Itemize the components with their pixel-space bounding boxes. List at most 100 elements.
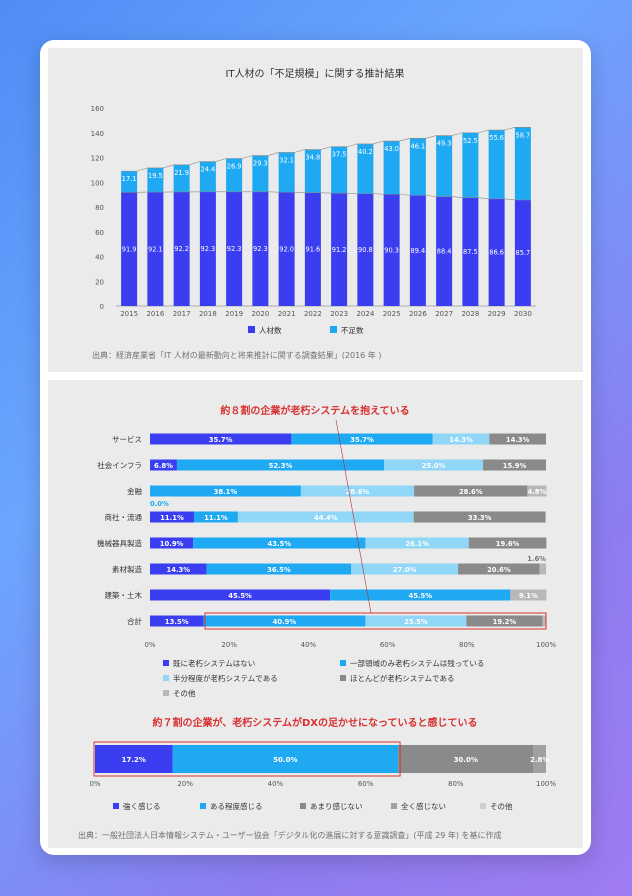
bar-value-label: 35.7% [209, 436, 233, 444]
chart-panel-it-shortage: IT人材の「不足規模」に関する推計結果 0 20 40 60 80 100 120 140 160… [48, 48, 583, 372]
x-tick-label: 2017 [173, 310, 191, 318]
category-label: 金融 [127, 486, 142, 496]
bar-value-label: 26.9 [227, 162, 242, 170]
bar-value-label: 17.1 [122, 175, 137, 183]
bar-value-label: 1.6% [527, 555, 546, 563]
bar-value-label: 40.9% [273, 618, 297, 626]
bar-value-label: 13.5% [165, 618, 189, 626]
category-label: 商社・流通 [105, 512, 143, 522]
bar-segment [203, 615, 366, 627]
bar-value-label: 9.1% [519, 592, 538, 600]
total-trend-line [121, 127, 531, 172]
bar-shortage [252, 155, 269, 192]
bar-segment [150, 459, 177, 471]
bar-shortage [409, 138, 426, 196]
bar-shortage [278, 152, 295, 193]
x-tick-label: 100% [536, 780, 556, 788]
bar-segment [466, 615, 543, 627]
legend-label: 一部領域のみ老朽システムは残っている [350, 658, 484, 668]
x-tick-label: 0% [144, 641, 155, 649]
bar-value-label: 91.6 [306, 246, 321, 254]
bar-segment [365, 537, 469, 549]
bar-value-label: 19.5 [148, 172, 163, 180]
bar-workforce [121, 192, 138, 306]
bar-value-label: 32.1 [279, 156, 294, 164]
bar-segment [527, 485, 547, 497]
y-tick-label: 0 [100, 303, 104, 311]
bar-segment [489, 433, 546, 445]
bar-workforce [383, 194, 400, 306]
callout-line [335, 419, 372, 614]
legend-swatch [200, 803, 206, 809]
x-tick-label: 2019 [225, 310, 243, 318]
bar-shortage [436, 135, 453, 197]
x-tick-label: 40% [301, 641, 317, 649]
x-tick-label: 2027 [435, 310, 453, 318]
bar-value-label: 0.0% [150, 500, 169, 508]
x-tick-label: 0% [89, 780, 100, 788]
x-tick-label: 80% [448, 780, 464, 788]
x-tick-label: 60% [380, 641, 396, 649]
legend-label: 全く感じない [401, 801, 446, 811]
bar-segment [193, 511, 238, 523]
bar-value-label: 90.8 [358, 246, 373, 254]
bar-workforce [147, 192, 164, 306]
bar-value-label: 92.2 [174, 245, 189, 253]
bar-segment [413, 511, 546, 523]
bar-value-label: 28.6% [459, 488, 483, 496]
bar-value-label: 87.5 [463, 248, 478, 256]
legend-label: その他 [173, 688, 196, 698]
x-tick-label: 2022 [304, 310, 322, 318]
chart-panel-legacy-systems: 約８割の企業が老朽システムを抱えている サービス 35.7% 35.7% 14.3% 14… [48, 380, 583, 848]
bar-value-label: 43.0 [384, 145, 399, 153]
x-tick-label: 60% [358, 780, 374, 788]
legend-swatch [163, 690, 169, 696]
bar-workforce [304, 192, 321, 306]
x-tick-label: 2025 [383, 310, 401, 318]
bar-shortage [514, 127, 531, 200]
workforce-trend-line [121, 191, 531, 201]
bar-workforce [173, 191, 190, 306]
bar-segment [533, 745, 546, 773]
x-tick-label: 2023 [330, 310, 348, 318]
bar-value-label: 43.5% [267, 540, 291, 548]
category-label: 建築・土木 [105, 590, 143, 600]
bar-shortage [488, 130, 505, 199]
x-tick-label: 2024 [356, 310, 374, 318]
category-label: 合計 [127, 616, 142, 626]
bar-workforce [278, 192, 295, 306]
bar-workforce [436, 196, 453, 306]
bar-value-label: 14.3% [167, 566, 191, 574]
bar-value-label: 40.2 [358, 148, 373, 156]
y-tick-label: 140 [91, 130, 104, 138]
legend-swatch [480, 803, 486, 809]
bar-value-label: 46.1 [411, 142, 426, 150]
legend-label: 不足数 [341, 325, 364, 335]
bar-segment [432, 433, 490, 445]
bar-shortage [383, 141, 400, 195]
bar-segment [95, 745, 173, 773]
bar-value-label: 4.8% [527, 488, 546, 496]
bar-shortage [331, 146, 348, 194]
source-note-2: 出典：一般社団法人日本情報システム・ユーザー協会「デジタル化の進展に対する意識調… [78, 831, 502, 840]
bar-segment [206, 563, 352, 575]
category-label: 社会インフラ [97, 460, 142, 470]
x-tick-label: 2029 [488, 310, 506, 318]
bar-segment [330, 589, 511, 601]
bar-segment [150, 485, 301, 497]
bar-segment [291, 433, 433, 445]
bar-segment [510, 589, 547, 601]
bar-segment [384, 459, 484, 471]
bar-value-label: 34.8 [306, 154, 321, 162]
legend-swatch [391, 803, 397, 809]
bar-segment [176, 459, 385, 471]
legend-swatch [163, 675, 169, 681]
bar-segment [542, 615, 546, 627]
bar-shortage [462, 132, 479, 198]
bar-value-label: 86.6 [489, 249, 504, 257]
y-tick-label: 80 [95, 204, 104, 212]
bar-segment [150, 615, 204, 627]
y-tick-label: 100 [91, 179, 104, 187]
bar-segment [150, 589, 331, 601]
bar-value-label: 19.6% [496, 540, 520, 548]
